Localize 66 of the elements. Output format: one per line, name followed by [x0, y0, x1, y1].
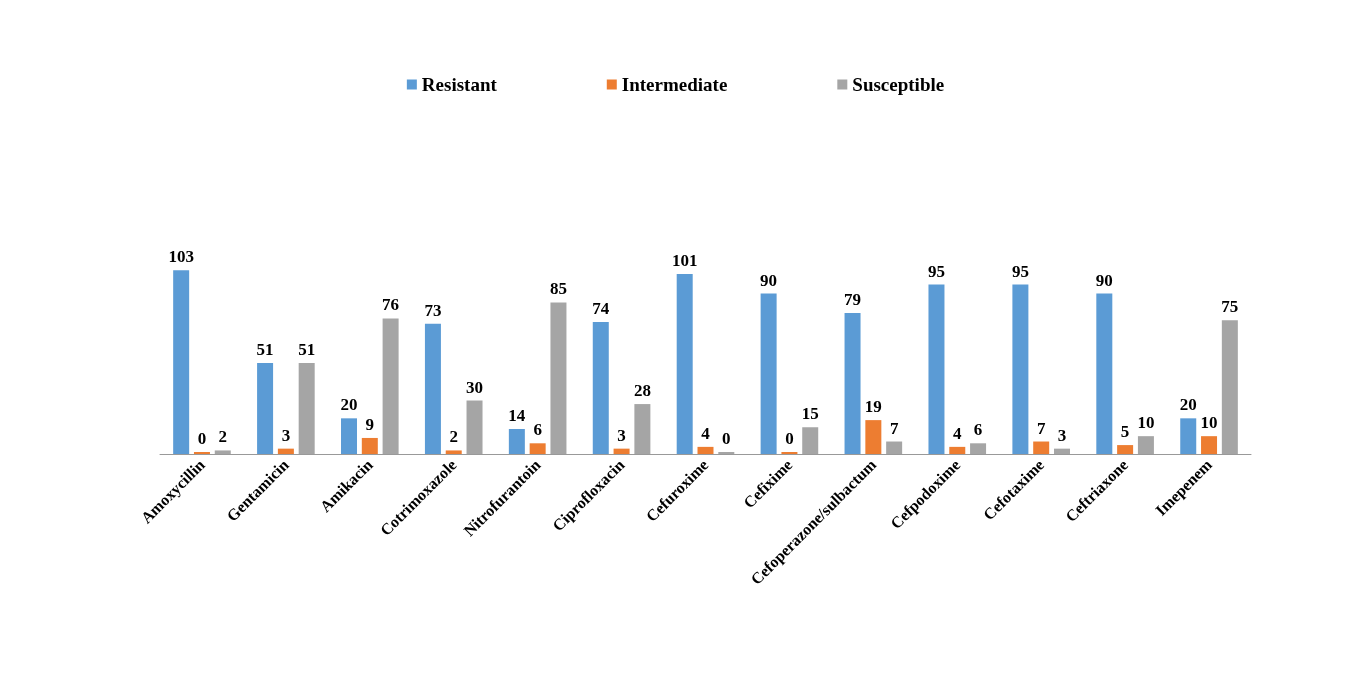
bar [277, 448, 294, 454]
bar [1117, 445, 1134, 454]
bar [1033, 441, 1050, 454]
data-label: 5 [1120, 422, 1130, 442]
data-label: 101 [671, 250, 698, 270]
data-label: 74 [592, 299, 610, 319]
data-label: 4 [953, 423, 963, 443]
legend-label: Resistant [421, 74, 498, 95]
bar [341, 418, 358, 454]
bar [949, 446, 966, 454]
data-label: 79 [844, 290, 862, 310]
data-label: 3 [281, 425, 291, 445]
bar [865, 420, 882, 454]
data-label: 7 [889, 418, 899, 438]
bar [697, 446, 714, 454]
bar [1180, 418, 1197, 454]
data-label: 90 [760, 270, 778, 290]
bar [1201, 436, 1218, 454]
data-label: 6 [973, 420, 983, 440]
data-label: 73 [424, 300, 442, 320]
data-label: 2 [218, 427, 228, 447]
data-label: 51 [298, 340, 316, 360]
data-label: 3 [1057, 425, 1067, 445]
bar [928, 284, 945, 454]
bar [173, 270, 190, 454]
bar [508, 429, 525, 454]
data-label: 90 [1095, 270, 1113, 290]
bar [361, 437, 378, 454]
data-label: 0 [722, 429, 731, 448]
data-label: 15 [801, 404, 819, 424]
data-label: 28 [633, 381, 651, 401]
bar [1012, 284, 1029, 454]
data-label: 0 [197, 429, 207, 448]
bar [1096, 293, 1113, 454]
data-label: 20 [1179, 395, 1197, 415]
bar [760, 293, 777, 454]
data-label: 9 [365, 414, 375, 434]
data-label: 20 [340, 395, 358, 415]
data-label: 51 [256, 340, 274, 360]
data-label: 76 [382, 295, 400, 315]
bar [676, 273, 693, 454]
data-label: 2 [449, 427, 458, 447]
bar [445, 450, 462, 454]
bar [257, 363, 274, 454]
bar [529, 443, 546, 454]
bar [592, 322, 609, 454]
data-label: 4 [701, 423, 711, 443]
bar [424, 323, 441, 454]
data-label: 19 [864, 397, 882, 417]
bar [844, 313, 861, 454]
bar [613, 448, 630, 454]
data-label: 85 [549, 279, 567, 299]
data-label: 103 [168, 247, 194, 267]
data-label: 14 [508, 406, 526, 426]
data-label: 6 [533, 420, 542, 440]
data-label: 0 [785, 429, 794, 448]
data-label: 30 [466, 377, 484, 397]
data-label: 95 [927, 261, 945, 281]
legend-label: Intermediate [621, 74, 728, 95]
data-label: 10 [1200, 413, 1218, 433]
data-label: 3 [617, 425, 626, 445]
data-label: 10 [1137, 413, 1155, 433]
data-label: 95 [1011, 261, 1029, 281]
legend-label: Susceptible [852, 74, 945, 95]
data-label: 7 [1036, 418, 1046, 438]
data-label: 75 [1221, 297, 1239, 317]
